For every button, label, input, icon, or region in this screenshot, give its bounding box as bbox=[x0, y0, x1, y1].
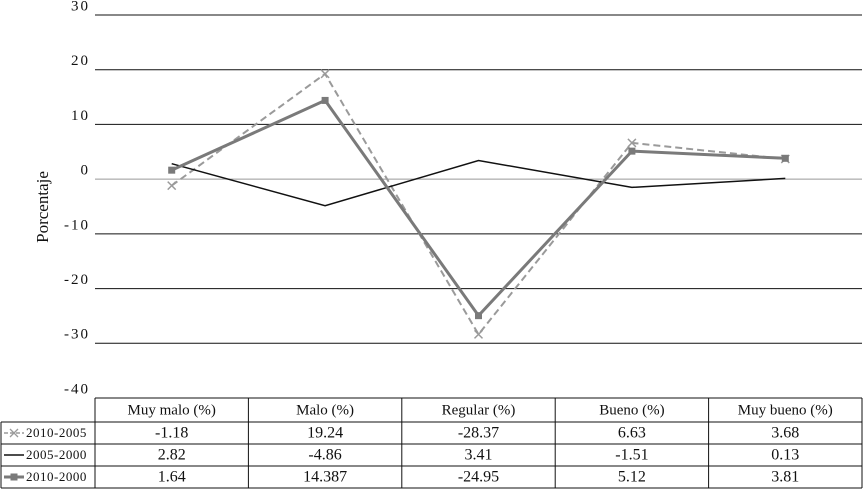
table-value: -4.86 bbox=[308, 447, 341, 464]
legend-marker bbox=[9, 428, 19, 438]
series-line bbox=[171, 98, 786, 319]
table-value: -24.95 bbox=[458, 469, 499, 486]
y-tick-label: 10 bbox=[71, 108, 90, 124]
category-label: Regular (%) bbox=[442, 402, 516, 418]
marker bbox=[628, 147, 636, 155]
y-tick-label: -10 bbox=[64, 217, 90, 233]
table-value: 5.12 bbox=[618, 469, 646, 486]
marker bbox=[321, 96, 329, 104]
table-value: 14.387 bbox=[303, 469, 347, 486]
y-axis-label: Porcentaje bbox=[33, 171, 52, 243]
table-value: 6.63 bbox=[618, 425, 646, 442]
category-label: Bueno (%) bbox=[599, 402, 664, 418]
marker bbox=[475, 312, 482, 320]
category-label: Malo (%) bbox=[296, 402, 354, 418]
marker bbox=[168, 166, 176, 174]
y-tick-label: 0 bbox=[81, 163, 91, 179]
category-label: Muy malo (%) bbox=[128, 402, 216, 418]
y-tick-label: -40 bbox=[64, 381, 90, 397]
series-line bbox=[171, 159, 786, 207]
table-value: 3.68 bbox=[771, 425, 799, 442]
marker bbox=[781, 154, 789, 162]
table-value: 19.24 bbox=[307, 425, 343, 442]
marker bbox=[320, 69, 330, 79]
y-tick-label: -20 bbox=[64, 272, 90, 288]
table-value: 2.82 bbox=[158, 447, 186, 464]
marker bbox=[627, 138, 637, 148]
marker bbox=[473, 329, 484, 339]
legend-label: 2005-2000 bbox=[26, 447, 87, 462]
legend-label: 2010-2000 bbox=[26, 469, 87, 484]
legend-marker bbox=[10, 473, 18, 481]
marker bbox=[167, 181, 177, 191]
legend-label: 2010-2005 bbox=[26, 425, 87, 440]
table-value: -1.18 bbox=[155, 425, 188, 442]
table-value: 3.41 bbox=[465, 447, 493, 464]
table-value: 0.13 bbox=[771, 447, 799, 464]
series-line bbox=[171, 72, 786, 337]
category-label: Muy bueno (%) bbox=[738, 402, 833, 418]
y-tick-label: 20 bbox=[71, 53, 90, 69]
y-tick-label: 30 bbox=[71, 0, 90, 14]
table-value: -1.51 bbox=[615, 447, 648, 464]
table-value: -28.37 bbox=[458, 425, 499, 442]
y-tick-label: -30 bbox=[64, 327, 90, 343]
table-value: 3.81 bbox=[771, 469, 799, 486]
table-value: 1.64 bbox=[158, 469, 186, 486]
